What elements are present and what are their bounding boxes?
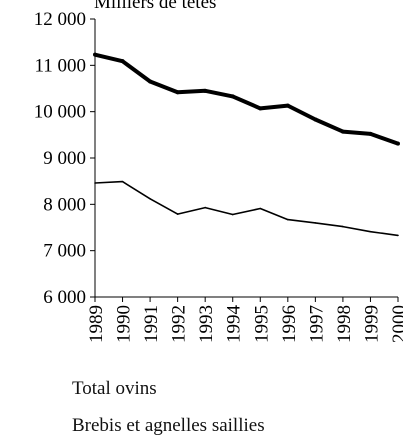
- data-point: [397, 234, 399, 237]
- data-point: [285, 103, 290, 108]
- data-point: [204, 206, 206, 209]
- y-axis-title: Milliers de têtes: [94, 0, 216, 13]
- series-line-1: [94, 52, 399, 146]
- x-tick-label: 1991: [141, 305, 162, 343]
- data-point: [259, 207, 262, 210]
- x-tick-label: 1997: [306, 305, 327, 343]
- series-line-2: [94, 180, 399, 237]
- data-point: [176, 213, 179, 215]
- y-tick-label: 7 000: [43, 241, 86, 262]
- legend-entry-brebis: Brebis et agnelles saillies: [72, 415, 265, 436]
- plot-area: [93, 52, 400, 237]
- data-point: [369, 230, 372, 233]
- data-point: [93, 52, 97, 57]
- x-tick-label: 2000: [389, 305, 403, 343]
- x-tick-label: 1995: [251, 305, 272, 343]
- data-point: [148, 79, 153, 84]
- x-tick-label: 1999: [361, 305, 382, 343]
- data-point: [342, 225, 344, 228]
- x-tick-label: 1996: [279, 305, 300, 343]
- data-point: [121, 180, 124, 183]
- x-tick-label: 1992: [169, 305, 190, 343]
- y-tick-label: 6 000: [43, 287, 86, 308]
- y-tick-label: 8 000: [43, 194, 86, 215]
- data-point: [368, 131, 373, 136]
- legend-entry-total-ovins: Total ovins: [72, 378, 157, 399]
- data-point: [258, 106, 263, 111]
- data-point: [230, 94, 235, 99]
- y-tick-label: 12 000: [34, 9, 86, 30]
- data-point: [314, 222, 317, 224]
- x-axis: 1989 1990 1991 1992 1993 1994 1995 1996 1997 1998…: [86, 296, 403, 344]
- data-point: [203, 88, 208, 93]
- data-point: [396, 141, 400, 146]
- y-tick-label: 10 000: [34, 102, 86, 123]
- x-tick-label: 1998: [334, 305, 355, 343]
- x-tick-label: 1994: [224, 305, 245, 344]
- y-tick-label: 9 000: [43, 148, 86, 169]
- x-tick-label: 1990: [114, 305, 135, 343]
- data-point: [313, 117, 318, 122]
- data-point: [287, 218, 289, 221]
- data-point: [94, 182, 96, 184]
- x-tick-label: 1989: [86, 305, 107, 343]
- data-point: [149, 197, 151, 200]
- data-point: [175, 90, 180, 95]
- x-tick-label: 1993: [196, 305, 217, 343]
- y-tick-label: 11 000: [34, 55, 86, 76]
- data-point: [340, 129, 345, 134]
- data-point: [120, 59, 125, 64]
- y-axis: 6 000 7 000 8 000 9 000 10 000 11 000 12 000: [34, 9, 96, 308]
- data-point: [231, 213, 234, 216]
